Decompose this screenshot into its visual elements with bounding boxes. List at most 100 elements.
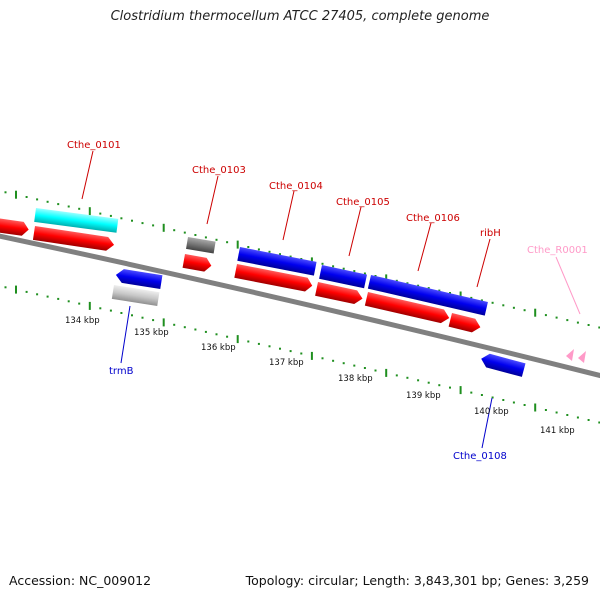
minor-tick: [257, 248, 260, 251]
major-tick: [459, 291, 462, 300]
minor-tick: [374, 275, 377, 277]
minor-tick: [342, 362, 345, 365]
minor-tick: [427, 287, 430, 290]
label-trmb[interactable]: trmB: [109, 366, 134, 377]
major-tick: [385, 368, 388, 377]
label-cthe-0108[interactable]: Cthe_0108: [453, 451, 507, 462]
feature-cthe-0104-cds[interactable]: [234, 264, 313, 293]
minor-tick: [120, 312, 123, 314]
minor-tick: [598, 421, 600, 424]
label-cthe-0105[interactable]: Cthe_0105: [336, 197, 390, 208]
minor-tick: [363, 272, 366, 275]
minor-tick: [598, 326, 600, 329]
minor-tick: [57, 297, 60, 300]
major-tick: [534, 308, 537, 317]
major-tick: [88, 301, 91, 310]
feature-cthe-0100[interactable]: [0, 218, 30, 237]
minor-tick: [36, 293, 39, 296]
minor-tick: [268, 345, 271, 348]
label-cthe-r0001[interactable]: Cthe_R0001: [527, 245, 588, 256]
scale-label-141: 141 kbp: [540, 426, 575, 436]
feature-cthe-0101[interactable]: [32, 226, 115, 252]
feature-cthe-0105-cds[interactable]: [315, 282, 364, 305]
minor-tick: [406, 376, 409, 379]
major-tick: [310, 351, 313, 360]
scale-label-136: 136 kbp: [201, 343, 236, 353]
feature-cthe-r0001[interactable]: [566, 349, 586, 363]
feature-ribh[interactable]: [448, 313, 482, 334]
minor-tick: [427, 381, 430, 384]
label-cthe-0103[interactable]: Cthe_0103: [192, 165, 246, 176]
label-cthe-0106[interactable]: Cthe_0106: [406, 213, 460, 224]
minor-tick: [152, 319, 155, 322]
feature-cthe-0108[interactable]: [479, 352, 526, 377]
minor-tick: [502, 399, 505, 401]
major-tick: [385, 274, 388, 283]
minor-tick: [194, 328, 197, 331]
feature-cthe-0103[interactable]: [186, 237, 216, 254]
minor-tick: [183, 326, 186, 329]
minor-tick: [417, 284, 420, 287]
minor-tick: [289, 255, 292, 258]
minor-tick: [46, 295, 49, 298]
feature-cthe-0103-cds[interactable]: [182, 254, 213, 273]
major-tick: [15, 190, 17, 199]
minor-tick: [152, 224, 155, 227]
minor-tick: [25, 290, 28, 293]
feature-cthe-0101-rna[interactable]: [34, 208, 119, 233]
minor-tick: [417, 379, 420, 382]
minor-tick: [438, 384, 441, 387]
genome-backbone: [0, 233, 600, 379]
minor-tick: [173, 323, 176, 326]
minor-tick: [4, 286, 7, 289]
minor-tick: [99, 307, 102, 310]
minor-tick: [353, 270, 356, 273]
feature-trmb-pseudo[interactable]: [111, 285, 160, 307]
feature-trmb[interactable]: [115, 268, 163, 290]
minor-tick: [449, 386, 451, 389]
major-tick: [534, 403, 537, 412]
minor-tick: [523, 404, 526, 406]
minor-tick: [406, 282, 409, 285]
minor-tick: [67, 205, 70, 208]
minor-tick: [131, 219, 133, 222]
minor-tick: [247, 246, 250, 248]
minor-tick: [470, 296, 473, 299]
minor-tick: [395, 374, 398, 377]
minor-tick: [78, 207, 81, 210]
major-tick: [236, 335, 239, 344]
label-leaders: [81, 150, 581, 449]
genome-summary-text: Topology: circular; Length: 3,843,301 bp…: [245, 573, 589, 588]
minor-tick: [131, 314, 133, 317]
minor-tick: [438, 289, 441, 292]
minor-tick: [247, 340, 250, 343]
minor-tick: [46, 200, 49, 203]
minor-tick: [257, 342, 260, 345]
minor-tick: [67, 300, 70, 303]
minor-tick: [183, 231, 186, 234]
minor-tick: [555, 411, 558, 414]
minor-tick: [544, 409, 547, 411]
minor-tick: [566, 414, 569, 416]
minor-tick: [544, 314, 547, 317]
minor-tick: [279, 347, 281, 350]
feature-cthe-0106[interactable]: [367, 275, 488, 316]
minor-tick: [279, 253, 281, 256]
minor-tick: [57, 203, 60, 206]
minor-tick: [204, 236, 207, 239]
minor-tick: [512, 306, 515, 309]
label-ribh[interactable]: ribH: [480, 228, 501, 239]
minor-tick: [25, 196, 28, 198]
feature-cthe-0106-cds[interactable]: [364, 292, 451, 325]
label-cthe-0101[interactable]: Cthe_0101: [67, 140, 121, 151]
label-cthe-0104[interactable]: Cthe_0104: [269, 181, 323, 192]
minor-tick: [4, 191, 7, 194]
major-tick: [88, 207, 91, 216]
scale-label-140: 140 kbp: [474, 407, 509, 417]
minor-tick: [587, 324, 590, 326]
major-tick: [162, 318, 165, 327]
feature-cthe-0104[interactable]: [237, 247, 317, 276]
minor-tick: [470, 391, 473, 394]
feature-cthe-0105[interactable]: [319, 265, 367, 289]
